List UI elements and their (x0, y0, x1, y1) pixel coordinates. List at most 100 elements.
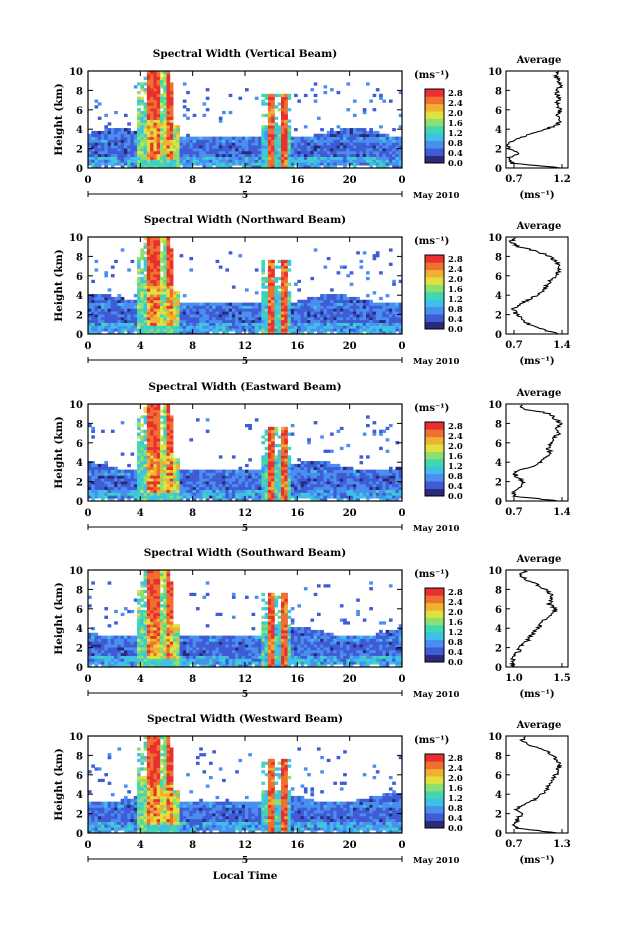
heatmap-cell (395, 142, 399, 145)
heatmap-cell (333, 139, 337, 142)
heatmap-cell (140, 638, 144, 641)
heatmap-cell (137, 300, 141, 303)
heatmap-cell (245, 325, 249, 328)
x-tick-label: 20 (343, 508, 357, 519)
heatmap-cell (95, 162, 99, 165)
heatmap-cell (144, 325, 148, 328)
heatmap-cell (170, 464, 174, 467)
heatmap-cell (346, 308, 350, 311)
heatmap-cell (389, 325, 393, 328)
heatmap-cell (274, 430, 278, 433)
heatmap-cell (170, 458, 174, 461)
heatmap-cell (366, 271, 370, 274)
x-tick-label: 4 (137, 175, 144, 186)
heatmap-cell (153, 134, 157, 137)
heatmap-cell (301, 325, 305, 328)
heatmap-cell (238, 139, 242, 142)
heatmap-cell (343, 325, 347, 328)
heatmap-cell (353, 297, 357, 300)
heatmap-cell (144, 105, 148, 108)
heatmap-cell (278, 455, 282, 458)
heatmap-cell (91, 661, 95, 664)
heatmap-cell (229, 111, 233, 114)
heatmap-cell (310, 159, 314, 162)
heatmap-cell (147, 74, 151, 77)
heatmap-cell (189, 320, 193, 323)
heatmap-cell (176, 148, 180, 151)
heatmap-cell (268, 100, 272, 103)
heatmap-cell (324, 85, 328, 88)
heatmap-cell (271, 280, 275, 283)
heatmap-cell (196, 137, 200, 140)
heatmap-cell (140, 254, 144, 257)
heatmap-cell (193, 492, 197, 495)
heatmap-cell (343, 467, 347, 470)
heatmap-cell (386, 478, 390, 481)
heatmap-cell (167, 159, 171, 162)
heatmap-cell (95, 268, 99, 271)
heatmap-cell (167, 131, 171, 134)
heatmap-cell (134, 653, 138, 656)
heatmap-cell (160, 251, 164, 254)
heatmap-cell (144, 323, 148, 326)
heatmap-cell (261, 305, 265, 308)
heatmap-cell (314, 314, 318, 317)
heatmap-cell (98, 636, 102, 639)
heatmap-cell (307, 317, 311, 320)
heatmap-cell (261, 134, 265, 137)
heatmap-cell (324, 323, 328, 326)
heatmap-cell (104, 656, 108, 659)
heatmap-cell (265, 475, 269, 478)
heatmap-cell (219, 323, 223, 326)
heatmap-cell (330, 328, 334, 331)
heatmap-cell (170, 430, 174, 433)
heatmap-cell (101, 151, 105, 154)
heatmap-cell (284, 162, 288, 165)
heatmap-cell (350, 492, 354, 495)
heatmap-cell (137, 467, 141, 470)
heatmap-cell (268, 294, 272, 297)
heatmap-cell (320, 478, 324, 481)
heatmap-cell (134, 647, 138, 650)
heatmap-cell (395, 490, 399, 493)
heatmap-cell (167, 286, 171, 289)
heatmap-cell (392, 128, 396, 131)
heatmap-cell (170, 478, 174, 481)
heatmap-cell (95, 490, 99, 493)
heatmap-cell (127, 145, 131, 148)
heatmap-cell (144, 260, 148, 263)
heatmap-cell (229, 478, 233, 481)
heatmap-cell (202, 311, 206, 314)
heatmap-cell (111, 303, 115, 306)
heatmap-cell (288, 461, 292, 464)
colorbar-segment (425, 292, 444, 300)
heatmap-cell (307, 142, 311, 145)
heatmap-cell (294, 472, 298, 475)
y-axis-label: Height (km) (53, 83, 65, 155)
heatmap-cell (363, 300, 367, 303)
heatmap-cell (202, 492, 206, 495)
heatmap-cell (261, 490, 265, 493)
heatmap-cell (307, 159, 311, 162)
heatmap-cell (170, 470, 174, 473)
heatmap-cell (297, 323, 301, 326)
heatmap-cell (346, 444, 350, 447)
heatmap-cell (268, 427, 272, 430)
heatmap-cell (255, 311, 259, 314)
heatmap-cell (144, 257, 148, 260)
heatmap-cell (216, 311, 220, 314)
heatmap-cell (137, 325, 141, 328)
heatmap-cell (284, 151, 288, 154)
heatmap-cell (206, 88, 210, 91)
heatmap-cell (212, 308, 216, 311)
heatmap-cell (389, 328, 393, 331)
heatmap-cell (144, 415, 148, 418)
heatmap-cell (327, 314, 331, 317)
heatmap-cell (150, 251, 154, 254)
heatmap-cell (268, 102, 272, 105)
average-y-tick-label: 10 (488, 67, 502, 78)
heatmap-cell (147, 94, 151, 97)
heatmap-cell (278, 450, 282, 453)
heatmap-cell (317, 154, 321, 157)
heatmap-cell (392, 484, 396, 487)
